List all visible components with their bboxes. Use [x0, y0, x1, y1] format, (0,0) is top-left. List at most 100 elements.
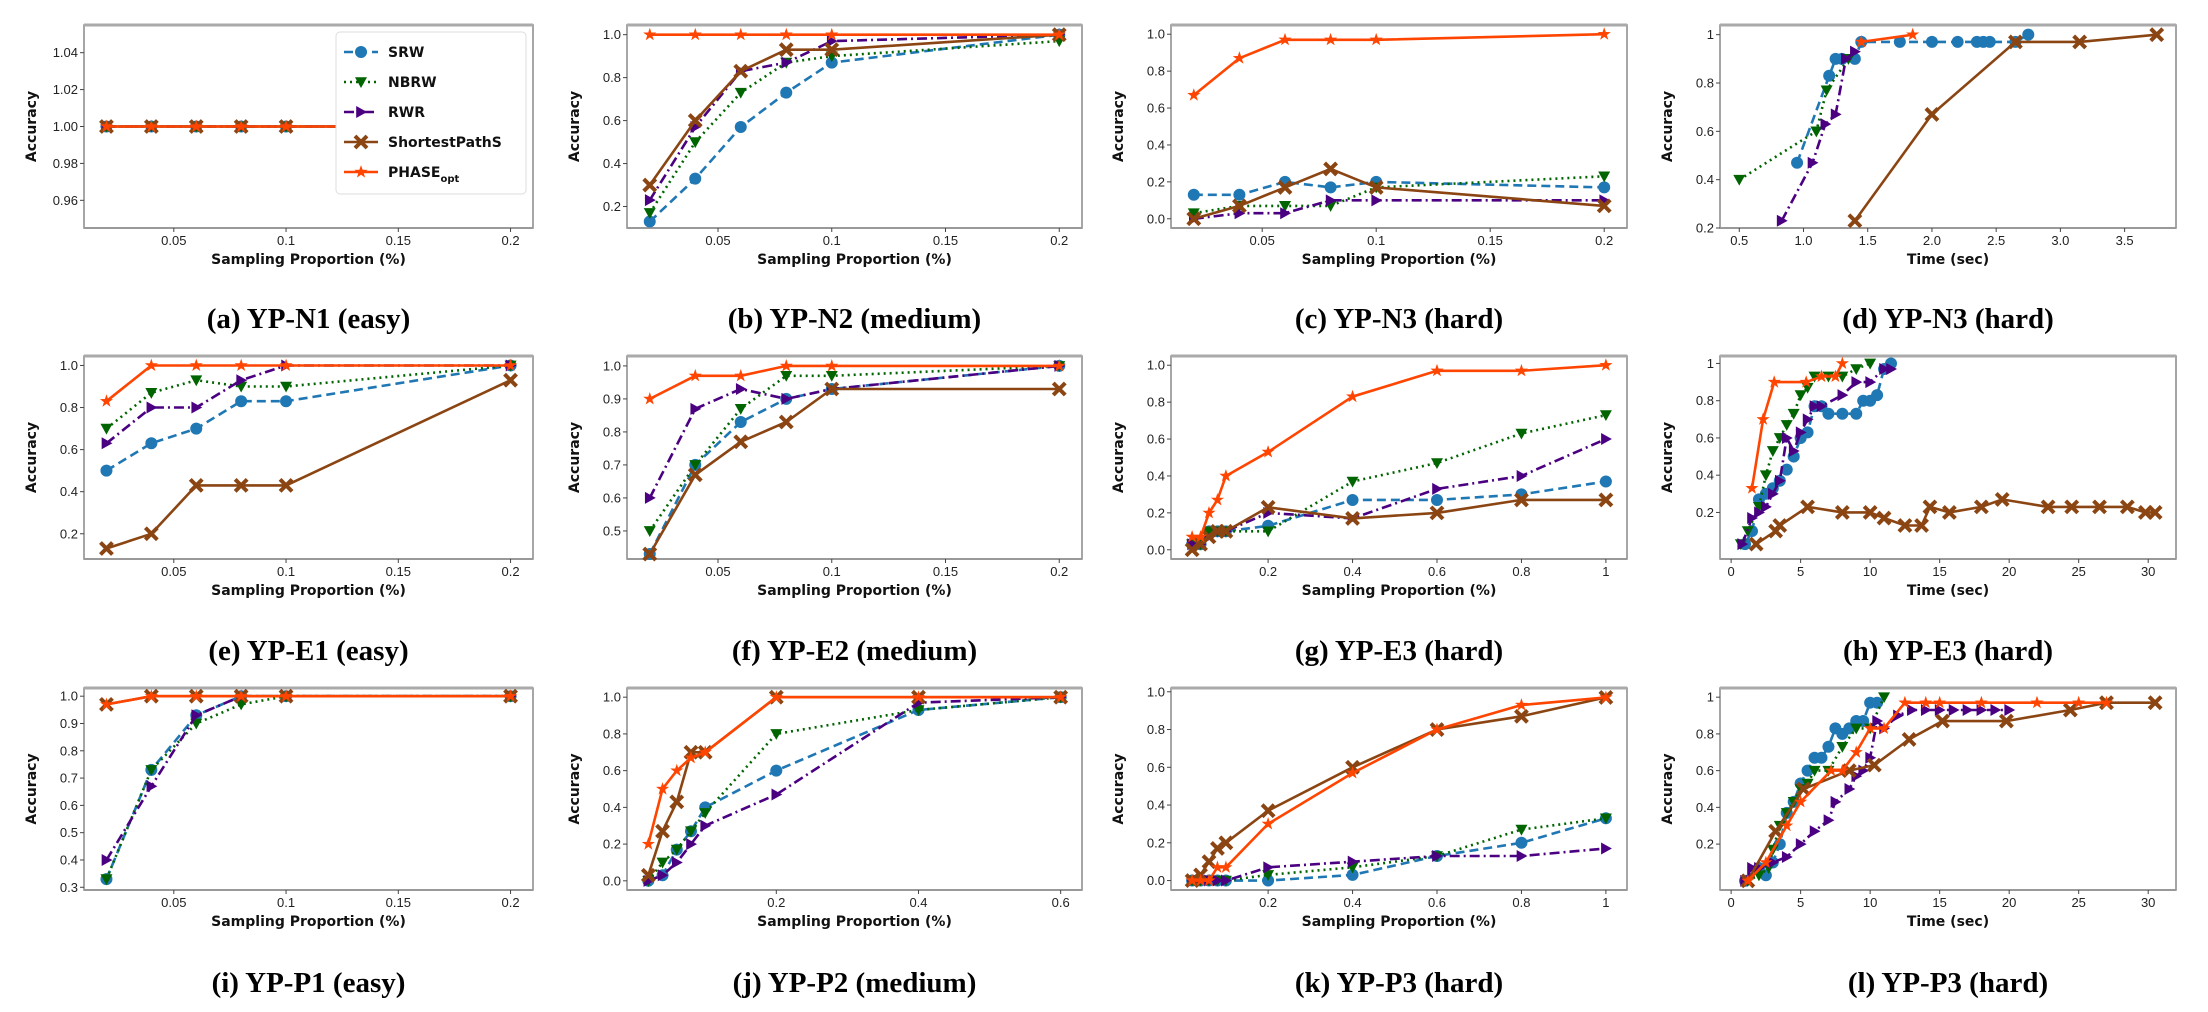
marker-triangle-right [1781, 431, 1793, 444]
subplot-caption: (h) YP-E3 (hard) [1843, 635, 2053, 667]
x-tick-label: 1 [1602, 564, 1609, 579]
x-tick-label: 0.2 [1259, 564, 1277, 579]
marker-triangle-down [1741, 526, 1754, 538]
marker-star [825, 27, 839, 41]
x-tick-label: 5 [1797, 564, 1804, 579]
marker-triangle-down [1766, 446, 1779, 457]
marker-star [99, 119, 113, 133]
marker-circle [1951, 35, 1964, 48]
y-tick-label: 1 [1707, 690, 1714, 705]
marker-x [640, 867, 656, 883]
marker-circle [1925, 35, 1938, 48]
x-tick-label: 25 [2071, 895, 2085, 910]
marker-triangle-right [1872, 715, 1884, 728]
marker-triangle-down [1820, 85, 1833, 97]
x-axis-label: Sampling Proportion (%) [757, 914, 952, 930]
marker-triangle-right [1962, 704, 1974, 717]
x-tick-label: 0.2 [767, 895, 785, 910]
marker-triangle-down [1599, 410, 1612, 422]
y-tick-label: 0.7 [60, 771, 78, 786]
marker-star [1187, 88, 1201, 101]
marker-x [824, 42, 840, 58]
marker-x [1795, 781, 1811, 797]
marker-x [1901, 732, 1917, 747]
series-phase [641, 690, 1068, 850]
subplot-a: 0.05 0.1 0.15 0.2 0.96 0.98 1.00 1.02 1.04 Sampli… [24, 23, 534, 335]
series-line-phase [647, 695, 1061, 845]
marker-star [1756, 412, 1770, 425]
x-tick-label: 0.15 [933, 233, 958, 248]
marker-triangle-down [825, 371, 838, 382]
marker-triangle-right [700, 819, 712, 832]
marker-circle [1836, 407, 1849, 420]
series-line-phase [105, 364, 511, 403]
marker-circle [235, 395, 248, 408]
marker-circle [1850, 407, 1863, 420]
y-tick-label: 0.7 [603, 457, 621, 472]
y-tick-label: 0.4 [1147, 468, 1165, 483]
marker-triangle-right [1221, 874, 1232, 887]
marker-x [687, 467, 703, 483]
marker-triangle-down [1515, 428, 1528, 440]
marker-triangle-right [771, 788, 783, 801]
marker-triangle-down [1780, 420, 1793, 431]
marker-star [1933, 695, 1947, 709]
marker-x [1231, 198, 1247, 214]
marker-triangle-right [1774, 474, 1786, 487]
y-tick-label: 1.0 [60, 358, 78, 373]
x-axis-label: Sampling Proportion (%) [757, 252, 952, 268]
marker-circle [1983, 35, 1996, 48]
x-tick-label: 0.2 [502, 233, 520, 248]
marker-circle [190, 422, 203, 435]
marker-triangle-right [1432, 850, 1443, 863]
marker-x [1368, 179, 1384, 195]
marker-circle [145, 437, 158, 450]
marker-star [1898, 695, 1912, 709]
x-axis-label: Sampling Proportion (%) [1302, 583, 1497, 599]
series-line-rwr [648, 33, 1060, 201]
marker-star [2072, 695, 2086, 709]
marker-circle [689, 172, 702, 185]
marker-star [1185, 873, 1199, 887]
x-tick-label: 1.0 [1794, 233, 1812, 248]
marker-star [504, 689, 518, 702]
marker-triangle-right [1830, 108, 1842, 121]
marker-x [1924, 107, 1940, 122]
marker-star [1278, 32, 1292, 46]
marker-x [1277, 179, 1293, 195]
marker-triangle-down [656, 857, 669, 869]
marker-circle [825, 56, 838, 69]
marker-star [1877, 721, 1891, 734]
y-tick-label: 1.0 [603, 358, 621, 373]
y-axis-label: Accuracy [24, 91, 40, 162]
y-tick-label: 0.9 [603, 391, 621, 406]
x-tick-label: 0.2 [1050, 564, 1068, 579]
marker-x [1514, 492, 1529, 508]
marker-circle [1187, 188, 1200, 201]
series-line-rwr [648, 364, 1060, 499]
marker-star [656, 782, 670, 795]
marker-star [1514, 698, 1528, 711]
marker-triangle-right [1280, 207, 1291, 220]
marker-x [1914, 518, 1930, 533]
marker-triangle-right [1837, 389, 1849, 402]
marker-circle [1871, 696, 1884, 709]
marker-circle [1871, 389, 1884, 402]
marker-triangle-down [1759, 470, 1772, 482]
y-tick-label: 0.8 [60, 743, 78, 758]
y-tick-label: 0.6 [603, 763, 621, 778]
y-tick-label: 0.8 [1147, 722, 1165, 737]
marker-star [643, 392, 657, 405]
marker-star [1210, 493, 1224, 506]
marker-star [279, 358, 293, 371]
subplot-e: 0.05 0.1 0.15 0.2 0.2 0.4 0.6 0.8 1.0 Sampling Pr… [24, 354, 534, 667]
series-line-sps [1193, 167, 1605, 221]
plot-frame [83, 687, 534, 891]
marker-triangle-down [355, 77, 367, 88]
marker-triangle-right [1802, 413, 1814, 426]
marker-triangle-down [734, 87, 747, 99]
y-axis-label: Accuracy [567, 422, 583, 493]
y-tick-label: 0.6 [603, 490, 621, 505]
x-tick-label: 0.8 [1512, 564, 1530, 579]
marker-triangle-right [1830, 795, 1842, 808]
